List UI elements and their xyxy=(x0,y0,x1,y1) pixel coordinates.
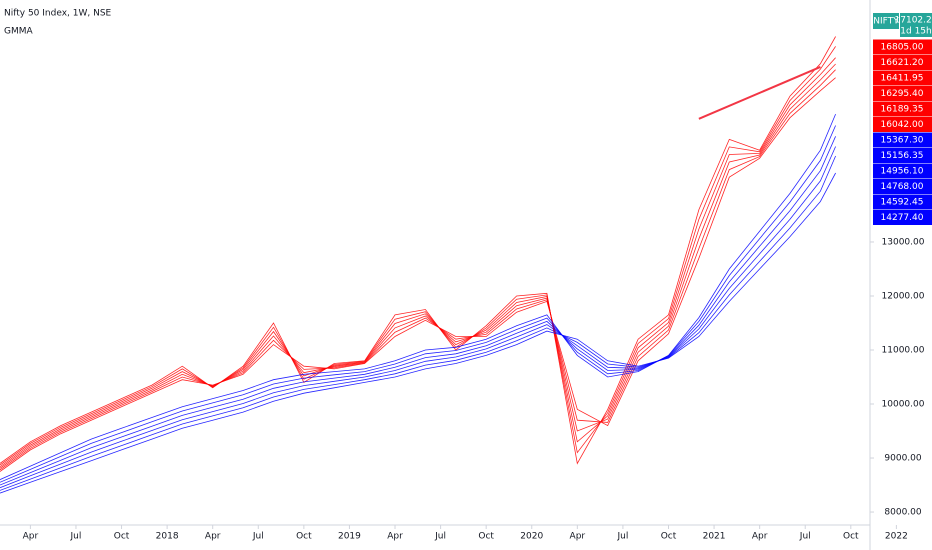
x-tick-label: 2020 xyxy=(520,532,543,542)
price-tag-bg xyxy=(900,13,932,37)
value-tag-bg xyxy=(873,132,932,148)
value-tag: 14592.45 xyxy=(881,198,924,208)
x-tick-label: 2021 xyxy=(703,532,726,542)
x-tick-label: Jul xyxy=(70,532,82,542)
y-tick-label: 10000.00 xyxy=(882,400,925,410)
value-tag-bg xyxy=(873,210,932,225)
x-tick-label: 2019 xyxy=(338,532,361,542)
value-tag-bg xyxy=(873,163,932,179)
x-tick-label: Jul xyxy=(252,532,264,542)
trend-line xyxy=(698,66,821,120)
indicator-name: GMMA xyxy=(4,27,34,37)
value-tag-bg xyxy=(873,148,932,163)
countdown: 1d 15h xyxy=(900,27,931,37)
gmma-line xyxy=(0,136,836,486)
gmma-line xyxy=(0,155,836,491)
value-tag: 16411.95 xyxy=(881,74,924,84)
gmma-line xyxy=(0,172,836,494)
x-tick-label: Apr xyxy=(23,532,39,542)
x-tick-label: Apr xyxy=(752,532,768,542)
value-tag: 14277.40 xyxy=(881,213,924,223)
gmma-line xyxy=(0,125,836,483)
value-tag-bg xyxy=(873,86,932,101)
x-tick-label: Oct xyxy=(843,532,859,542)
value-tag-bg xyxy=(873,39,932,55)
gmma-line xyxy=(0,57,836,468)
value-tag-bg xyxy=(873,55,932,70)
x-tick-label: Apr xyxy=(387,532,403,542)
x-tick-label: Apr xyxy=(570,532,586,542)
value-tag: 14956.10 xyxy=(881,167,924,177)
x-tick-label: Oct xyxy=(478,532,494,542)
symbol-tag-bg xyxy=(873,13,899,29)
value-tag-bg xyxy=(873,179,932,194)
x-tick-label: Jul xyxy=(616,532,628,542)
x-tick-label: Apr xyxy=(205,532,221,542)
gmma-line xyxy=(0,77,836,472)
y-tick-label: 11000.00 xyxy=(882,346,925,356)
x-tick-label: Oct xyxy=(114,532,130,542)
symbol-tag-name: NIFTY xyxy=(873,17,899,27)
x-tick-label: Oct xyxy=(296,532,312,542)
x-tick-label: 2022 xyxy=(885,532,908,542)
value-tag-bg xyxy=(873,194,932,210)
value-tag: 16805.00 xyxy=(881,43,924,53)
value-tag-bg xyxy=(873,101,932,117)
price-tag: 17102.25 xyxy=(895,16,932,26)
value-tag: 16621.20 xyxy=(881,58,924,68)
value-tag: 15367.30 xyxy=(881,136,924,146)
gmma-line xyxy=(0,113,836,480)
value-tag: 16189.35 xyxy=(881,105,924,115)
value-tag: 14768.00 xyxy=(881,182,924,192)
value-tag: 16042.00 xyxy=(881,120,924,130)
gmma-line xyxy=(0,63,836,469)
gmma-line xyxy=(0,146,836,489)
y-tick-label: 12000.00 xyxy=(882,291,925,301)
gmma-line xyxy=(0,46,836,466)
y-tick-label: 9000.00 xyxy=(884,454,921,464)
y-tick-label: 13000.00 xyxy=(882,237,925,247)
gmma-line xyxy=(0,36,836,465)
x-tick-label: Jul xyxy=(434,532,446,542)
x-tick-label: Oct xyxy=(661,532,677,542)
y-tick-label: 8000.00 xyxy=(884,508,921,518)
x-tick-label: 2018 xyxy=(156,532,179,542)
chart-title: Nifty 50 Index, 1W, NSE xyxy=(4,9,112,19)
value-tag: 16295.40 xyxy=(881,89,924,99)
gmma-line xyxy=(0,69,836,471)
value-tag-bg xyxy=(873,70,932,86)
value-tag: 15156.35 xyxy=(881,151,924,161)
value-tag-bg xyxy=(873,117,932,132)
x-tick-label: Jul xyxy=(799,532,811,542)
